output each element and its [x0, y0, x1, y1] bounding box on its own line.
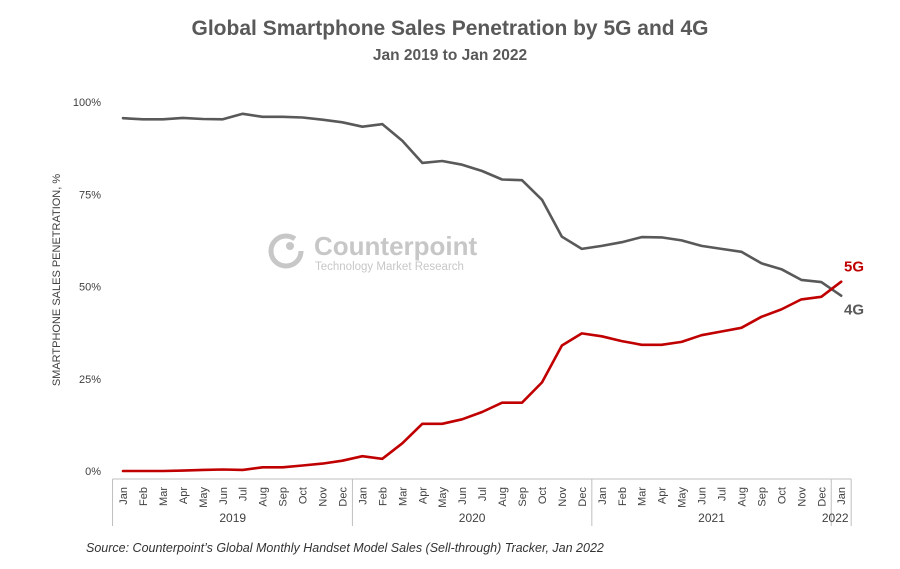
- x-tick-label: Aug: [736, 487, 748, 507]
- x-tick-label: Oct: [537, 487, 549, 504]
- counterpoint-logo-icon: [268, 233, 304, 269]
- x-tick-label: Sep: [278, 487, 290, 507]
- year-label: 2020: [459, 511, 486, 525]
- chart-subtitle: Jan 2019 to Jan 2022: [373, 47, 527, 64]
- x-tick-label: Feb: [617, 487, 629, 506]
- x-tick-label: Feb: [377, 487, 389, 506]
- x-tick-label: Jul: [717, 487, 729, 501]
- x-tick-label: Jan: [118, 487, 130, 505]
- x-tick-label: Jun: [218, 487, 230, 505]
- y-tick-label: 50%: [79, 282, 101, 294]
- chart-title: Global Smartphone Sales Penetration by 5…: [192, 17, 709, 40]
- x-tick-label: Dec: [577, 487, 589, 507]
- x-tick-label: Mar: [397, 487, 409, 506]
- x-tick-label: Sep: [756, 487, 768, 507]
- x-axis: [112, 478, 852, 526]
- series-label-5g: 5G: [844, 259, 864, 276]
- x-tick-label: Dec: [337, 487, 349, 507]
- y-tick-label: 0%: [85, 466, 101, 478]
- x-tick-label: Oct: [298, 487, 310, 504]
- x-tick-label: Jan: [357, 487, 369, 505]
- series-lines: [121, 112, 843, 473]
- x-tick-label: Jun: [457, 487, 469, 505]
- x-tick-label: Oct: [776, 487, 788, 504]
- x-tick-label: Nov: [557, 487, 569, 507]
- y-tick-label: 25%: [79, 374, 101, 386]
- x-tick-label: Apr: [417, 487, 429, 504]
- x-tick-label: Jun: [697, 487, 709, 505]
- year-label: 2019: [219, 511, 246, 525]
- x-axis-ticks: Jan Feb Mar Apr May Jun Jul Aug Sep Oct Nov Dec Jan F…: [118, 487, 848, 508]
- counterpoint-logo-dot: [286, 242, 294, 250]
- x-axis-years: 2019 2020 2021 2022: [219, 511, 848, 525]
- series-line-4g: [121, 112, 843, 298]
- x-tick-label: May: [677, 487, 689, 508]
- x-tick-label: Nov: [318, 487, 330, 507]
- x-tick-label: Apr: [178, 487, 190, 504]
- y-tick-label: 75%: [79, 189, 101, 201]
- series-label-4g: 4G: [844, 302, 864, 319]
- y-tick-label: 100%: [73, 97, 101, 109]
- watermark-tagline: Technology Market Research: [315, 261, 464, 273]
- x-tick-label: Jul: [477, 487, 489, 501]
- x-tick-label: Aug: [258, 487, 270, 507]
- year-label: 2021: [698, 511, 725, 525]
- x-tick-label: Mar: [637, 487, 649, 506]
- x-tick-label: Dec: [816, 487, 828, 507]
- x-tick-label: Feb: [138, 487, 150, 506]
- x-tick-label: Aug: [497, 487, 509, 507]
- source-note: Source: Counterpoint’s Global Monthly Ha…: [86, 541, 604, 555]
- x-tick-label: Apr: [657, 487, 669, 504]
- x-tick-label: Jul: [238, 487, 250, 501]
- series-line-5g: [121, 280, 843, 473]
- x-tick-label: Jan: [836, 487, 848, 505]
- series-labels: 4G 5G: [844, 259, 864, 319]
- x-tick-label: Sep: [517, 487, 529, 507]
- x-tick-label: May: [198, 487, 210, 508]
- y-axis-label: SMARTPHONE SALES PENETRATION, %: [51, 174, 63, 387]
- x-tick-label: Mar: [158, 487, 170, 506]
- watermark-name: Counterpoint: [314, 231, 478, 261]
- x-tick-label: Nov: [796, 487, 808, 507]
- watermark: Counterpoint Technology Market Research: [268, 231, 478, 273]
- x-tick-label: May: [437, 487, 449, 508]
- y-axis: 0% 25% 50% 75% 100%: [73, 97, 101, 478]
- x-tick-label: Jan: [597, 487, 609, 505]
- year-label: 2022: [822, 511, 849, 525]
